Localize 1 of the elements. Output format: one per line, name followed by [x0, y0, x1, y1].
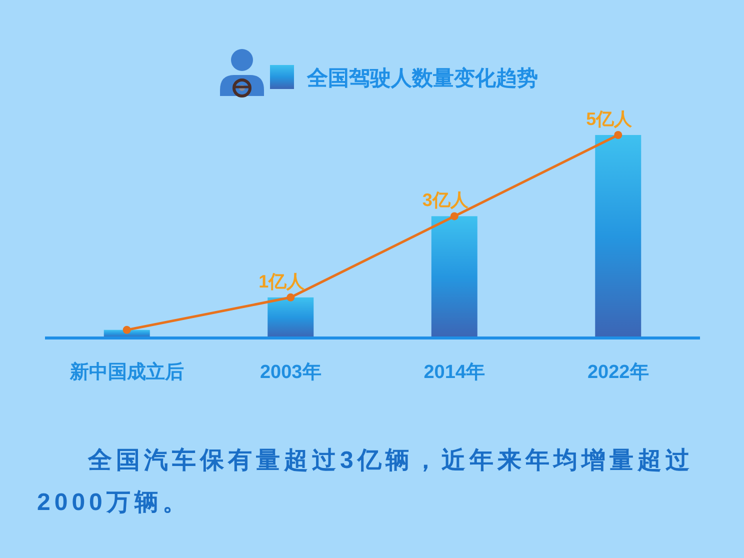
annotation: 全国汽车保有量超过3亿辆，近年来年均增量超过2000万辆。 — [37, 446, 694, 518]
